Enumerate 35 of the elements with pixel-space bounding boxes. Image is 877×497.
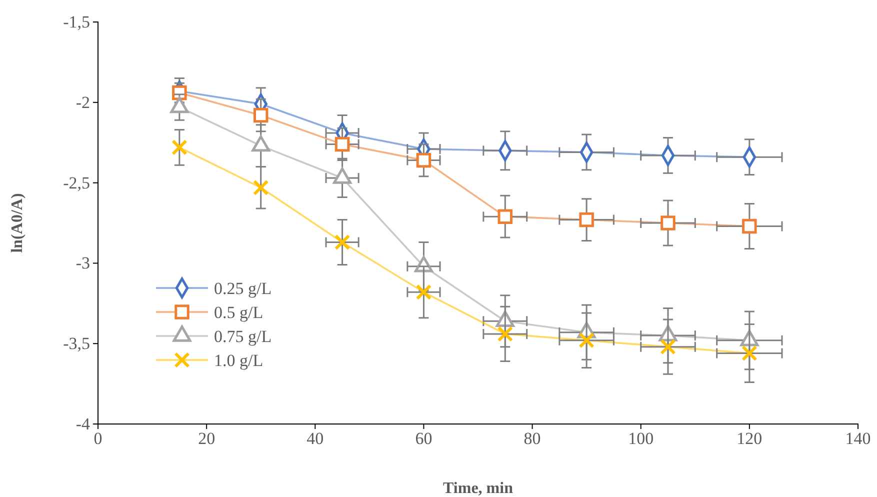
y-tick-label: -4 xyxy=(76,414,90,434)
point xyxy=(660,216,676,230)
y-tick-label: -2,5 xyxy=(63,173,90,192)
point xyxy=(171,139,188,156)
point xyxy=(334,234,350,250)
x-tick-label: 20 xyxy=(198,429,216,448)
point xyxy=(416,152,432,168)
y-axis-title: ln(A0/A) xyxy=(9,193,26,253)
legend-label: 1.0 g/L xyxy=(214,351,264,370)
legend-label: 0.75 g/L xyxy=(214,327,272,346)
y-tick-label: -3 xyxy=(76,254,90,273)
point xyxy=(742,218,757,234)
point xyxy=(660,338,676,355)
legend-label: 0.5 g/L xyxy=(214,303,264,322)
x-tick-label: 80 xyxy=(524,429,541,448)
point xyxy=(579,212,594,228)
x-tick-label: 140 xyxy=(845,429,871,448)
x-tick-label: 0 xyxy=(94,429,102,448)
point xyxy=(253,108,268,123)
point xyxy=(497,326,514,342)
point xyxy=(498,209,513,224)
x-tick-label: 40 xyxy=(306,429,324,448)
point xyxy=(334,136,350,152)
x-tick-label: 100 xyxy=(628,429,654,448)
y-tick-label: -3,5 xyxy=(63,334,90,354)
y-tick-label: -1,5 xyxy=(63,12,90,32)
point xyxy=(578,332,595,348)
point xyxy=(416,284,432,300)
x-tick-label: 60 xyxy=(415,429,432,448)
x-axis-title: Time, min xyxy=(443,480,514,497)
point xyxy=(741,345,758,362)
y-tick-label: -2 xyxy=(76,92,90,112)
point xyxy=(252,180,269,196)
x-tick-label: 120 xyxy=(736,429,762,448)
legend-label: 0.25 g/L xyxy=(214,279,272,298)
